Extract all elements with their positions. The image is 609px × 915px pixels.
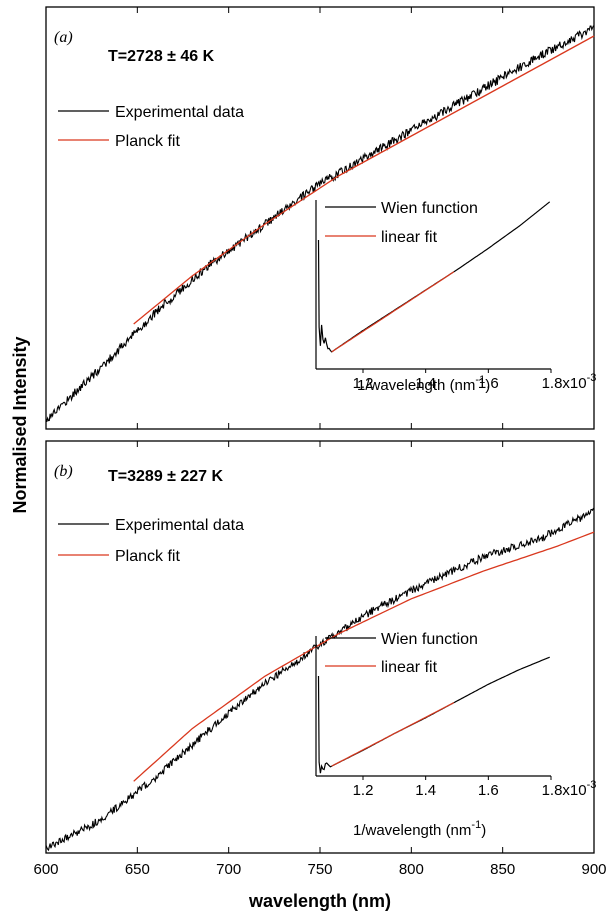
panel-a-inset-legend-linear: linear fit (381, 229, 438, 246)
panel-b-bottom-ticks (45, 847, 595, 853)
panel-b-planck-fit-line (133, 531, 595, 782)
panel-b-top-ticks (45, 441, 595, 447)
panel-b-inset-tick-label: 1.6 (478, 782, 499, 799)
panel-b-inset-series (317, 656, 550, 774)
x-tick-label: 700 (216, 861, 241, 878)
panel-b-inset-legend-wien: Wien function (381, 631, 478, 648)
panel-b-frame (45, 440, 595, 854)
panel-a-series (45, 25, 595, 423)
panel-a-inset-x-axis-title: 1/wavelength (nm-1) (357, 374, 490, 394)
panel-a-label: (a) (54, 29, 73, 46)
x-tick-label: 800 (399, 861, 424, 878)
panel-b-linear-fit-line (331, 702, 455, 767)
y-axis-label: Normalised Intensity (10, 336, 30, 513)
panel-a-top-ticks (45, 7, 595, 13)
x-tick-label: 650 (125, 861, 150, 878)
panel-a-inset-series (317, 201, 551, 353)
panel-a-inset-ticks: 1.2 1.4 1.6 1.8x10-3 (353, 369, 597, 392)
panel-b-inset-tick-label: 1.2 (353, 782, 374, 799)
panel-b-experimental-line (45, 507, 595, 852)
panel-a-linear-fit-line (331, 271, 455, 353)
panel-b-temperature: T=3289 ± 227 K (108, 468, 224, 485)
panel-a-experimental-line (45, 25, 595, 423)
x-tick-label: 900 (581, 861, 606, 878)
x-tick-labels: 600 650 700 750 800 850 900 (33, 861, 606, 878)
panel-a-inset-tick-label: 1.4 (415, 375, 436, 392)
panel-a-inset-tick-label: 1.8x10-3 (542, 372, 597, 392)
panel-b-inset-tick-label: 1.4 (415, 782, 436, 799)
panel-b-legend-experimental: Experimental data (115, 517, 244, 534)
panel-a-inset-legend-wien: Wien function (381, 200, 478, 217)
panel-b-inset-tick-label: 1.8x10-3 (542, 779, 597, 799)
panel-a-legend-experimental: Experimental data (115, 104, 244, 121)
panel-b-series (45, 507, 595, 852)
panel-a-inset-tick-label: 1.6 (478, 375, 499, 392)
panel-a-planck-fit-line (133, 35, 595, 325)
panel-a-wien-function-line (317, 201, 551, 353)
x-tick-label: 850 (490, 861, 515, 878)
x-tick-label: 750 (307, 861, 332, 878)
panel-b-legend-planck: Planck fit (115, 548, 180, 565)
panel-a-bottom-ticks (45, 423, 595, 429)
panel-a-legend-planck: Planck fit (115, 133, 180, 150)
panel-b-label: (b) (54, 463, 73, 480)
panel-a-temperature: T=2728 ± 46 K (108, 48, 215, 65)
panel-a-inset-tick-label: 1.2 (353, 375, 374, 392)
panel-b-inset-ticks: 1.2 1.4 1.6 1.8x10-3 (353, 776, 597, 799)
panel-b-inset-x-axis-title: 1/wavelength (nm-1) (353, 819, 486, 839)
x-tick-label: 600 (33, 861, 58, 878)
panel-b-inset-legend-linear: linear fit (381, 659, 438, 676)
panel-a-frame (45, 6, 595, 430)
x-axis-label: wavelength (nm) (248, 891, 391, 911)
